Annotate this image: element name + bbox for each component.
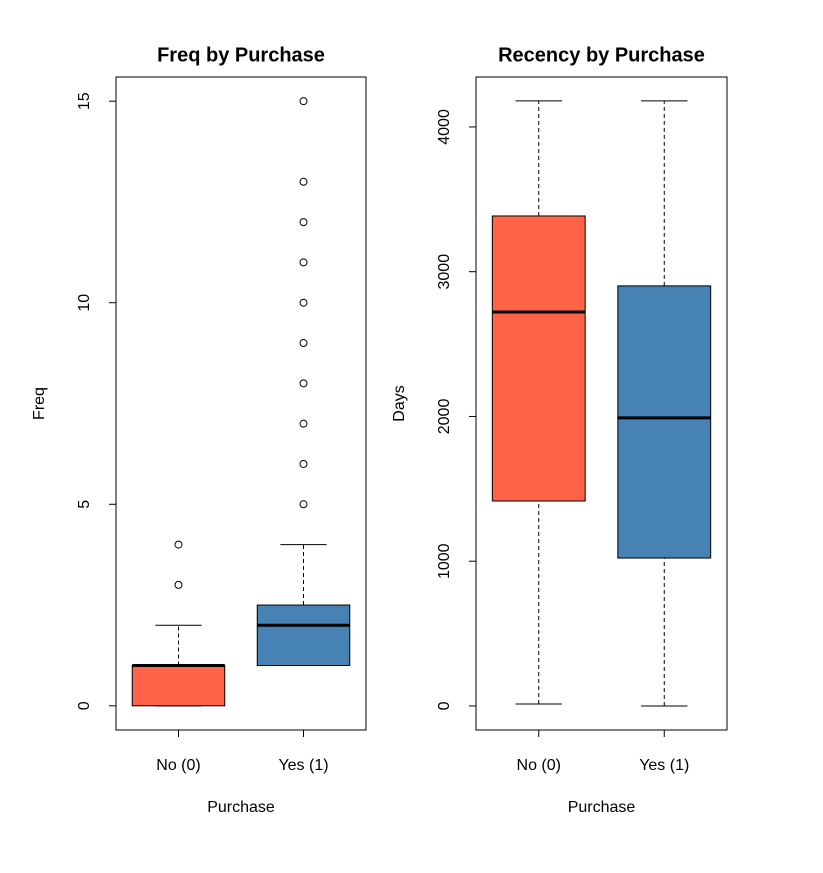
outlier — [299, 379, 308, 388]
box — [256, 604, 351, 667]
y-tick-label: 4000 — [436, 109, 453, 145]
x-tick-label: Yes (1) — [278, 757, 328, 774]
outlier — [299, 177, 308, 186]
box — [131, 665, 226, 707]
plot-frame — [115, 76, 367, 731]
x-tick-label: No (0) — [517, 757, 561, 774]
y-tick-label: 5 — [76, 500, 93, 509]
y-tick-label: 1000 — [436, 543, 453, 579]
outlier — [174, 580, 183, 589]
y-tick-label: 10 — [76, 294, 93, 312]
y-axis-label: Days — [391, 385, 408, 421]
x-tick-label: No (0) — [156, 757, 200, 774]
box — [617, 285, 712, 559]
outlier — [299, 298, 308, 307]
outlier — [299, 218, 308, 227]
outlier — [299, 339, 308, 348]
outlier — [299, 500, 308, 509]
x-axis-label: Purchase — [568, 799, 636, 816]
y-tick-label: 0 — [76, 701, 93, 710]
outlier — [299, 258, 308, 267]
chart-title: Recency by Purchase — [498, 44, 705, 66]
y-tick-label: 15 — [76, 92, 93, 110]
y-axis-label: Freq — [31, 387, 48, 420]
box — [491, 215, 586, 502]
outlier — [299, 459, 308, 468]
x-axis-label: Purchase — [207, 799, 275, 816]
plot-frame — [475, 76, 728, 731]
outlier — [299, 419, 308, 428]
y-tick-label: 0 — [436, 701, 453, 710]
chart-title: Freq by Purchase — [157, 44, 325, 66]
y-tick-label: 2000 — [436, 399, 453, 435]
outlier — [299, 97, 308, 106]
x-tick-label: Yes (1) — [639, 757, 689, 774]
y-tick-label: 3000 — [436, 254, 453, 290]
outlier — [174, 540, 183, 549]
